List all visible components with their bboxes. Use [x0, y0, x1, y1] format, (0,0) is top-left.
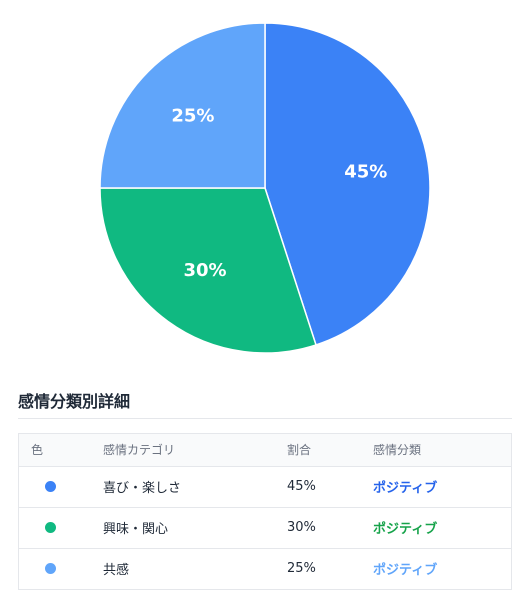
category-cell: 共感: [103, 563, 130, 579]
title-divider: [18, 418, 512, 419]
details-table: 色 感情カテゴリ 割合 感情分類 喜び・楽しさ 45% ポジティブ 興味・関心 …: [18, 433, 512, 590]
header-color: 色: [31, 443, 44, 458]
color-dot: [45, 481, 56, 492]
classification-cell: ポジティブ: [373, 522, 438, 537]
pie-slice-1: [99, 187, 317, 354]
category-cell: 喜び・楽しさ: [103, 481, 182, 496]
ratio-cell: 45%: [287, 479, 316, 494]
pie-slice-label-0: 45%: [344, 162, 387, 183]
table-row: 興味・関心 30% ポジティブ: [19, 507, 511, 548]
ratio-cell: 25%: [287, 561, 316, 577]
section-title: 感情分類別詳細: [18, 392, 131, 411]
color-dot: [45, 522, 56, 533]
header-classification: 感情分類: [373, 443, 422, 458]
pie-slice-label-2: 25%: [171, 105, 214, 126]
table-row: 共感 25% ポジティブ: [19, 548, 511, 589]
table-row: 喜び・楽しさ 45% ポジティブ: [19, 466, 511, 507]
pie-slice-label-1: 30%: [183, 260, 226, 281]
emotion-pie-chart: 45% 30% 25%: [99, 22, 431, 354]
table-header-row: 色 感情カテゴリ 割合 感情分類: [19, 434, 511, 466]
ratio-cell: 30%: [287, 520, 316, 535]
pie-slice-2: [99, 22, 266, 189]
classification-cell: ポジティブ: [373, 481, 438, 496]
category-cell: 興味・関心: [103, 522, 169, 537]
header-category: 感情カテゴリ: [103, 443, 176, 458]
classification-cell: ポジティブ: [373, 563, 438, 579]
header-ratio: 割合: [287, 443, 312, 458]
pie-slice-0: [264, 22, 431, 346]
color-dot: [45, 563, 56, 575]
